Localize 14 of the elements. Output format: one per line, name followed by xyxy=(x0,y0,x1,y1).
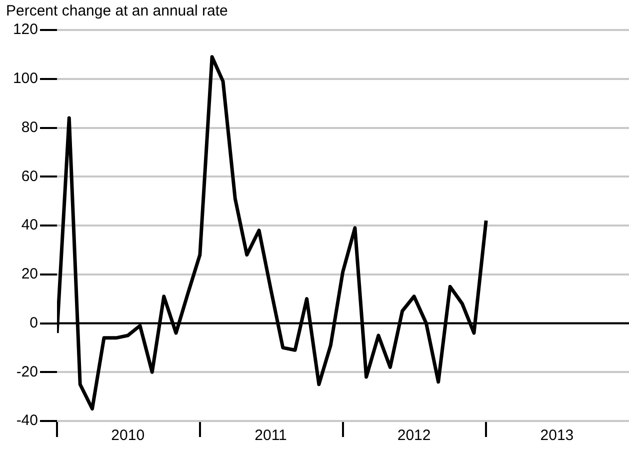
x-tick-label: 2013 xyxy=(540,427,574,444)
y-tick-label: -40 xyxy=(16,412,38,430)
y-tick-label: -20 xyxy=(16,363,38,380)
y-tick-label: 60 xyxy=(21,168,38,185)
y-axis-title: Percent change at an annual rate xyxy=(6,2,228,20)
y-tick-label: 100 xyxy=(12,70,38,88)
x-tick-label: 2012 xyxy=(397,427,431,444)
y-tick-label: 120 xyxy=(12,21,38,38)
y-tick-label: 40 xyxy=(21,216,38,234)
y-tick-label: 80 xyxy=(21,118,38,136)
x-tick-label: 2010 xyxy=(111,427,145,444)
y-tick-label: 20 xyxy=(21,266,38,283)
x-tick-label: 2011 xyxy=(254,427,287,444)
y-tick-label: 0 xyxy=(30,314,38,332)
